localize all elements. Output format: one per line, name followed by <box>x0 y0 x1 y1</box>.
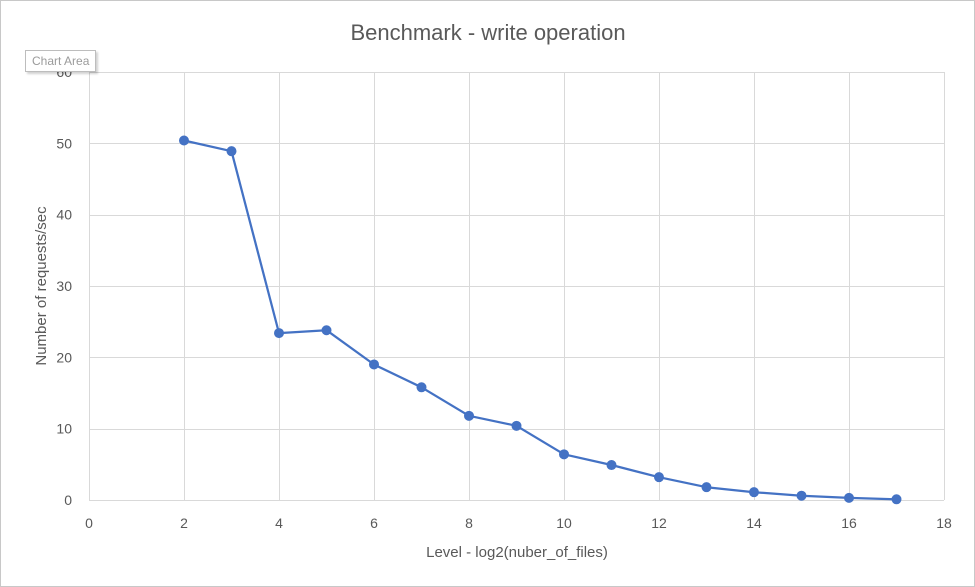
y-tick-label: 10 <box>56 421 72 437</box>
x-tick-label: 6 <box>370 515 378 531</box>
data-point[interactable] <box>416 382 427 393</box>
data-point[interactable] <box>891 494 902 505</box>
y-tick-label: 0 <box>64 492 72 508</box>
data-point[interactable] <box>654 472 664 483</box>
data-series[interactable] <box>179 135 902 505</box>
data-point[interactable] <box>749 487 759 498</box>
y-tick-label: 50 <box>56 135 72 151</box>
data-point[interactable] <box>559 449 569 460</box>
y-tick-label: 20 <box>56 349 72 365</box>
data-point[interactable] <box>796 490 807 501</box>
data-point[interactable] <box>274 328 284 339</box>
y-tick-label: 30 <box>56 278 72 294</box>
x-tick-label: 16 <box>841 515 857 531</box>
data-point[interactable] <box>179 135 189 146</box>
series-line[interactable] <box>183 139 897 501</box>
x-tick-label: 0 <box>85 515 93 531</box>
data-point[interactable] <box>321 325 332 336</box>
data-point[interactable] <box>464 410 474 421</box>
x-tick-label: 18 <box>936 515 952 531</box>
x-tick-label: 4 <box>275 515 283 531</box>
data-point[interactable] <box>844 492 854 503</box>
x-tick-label: 10 <box>556 515 572 531</box>
x-axis-title[interactable]: Level - log2(nuber_of_files) <box>426 544 608 561</box>
x-tick-label: 12 <box>651 515 667 531</box>
x-tick-label: 14 <box>746 515 762 531</box>
data-point[interactable] <box>701 482 712 493</box>
data-point[interactable] <box>226 146 237 157</box>
x-tick-label: 2 <box>180 515 188 531</box>
y-tick-label: 40 <box>56 207 72 223</box>
chart-area-tooltip: Chart Area <box>25 50 97 72</box>
chart-title[interactable]: Benchmark - write operation <box>350 20 625 45</box>
gridlines <box>89 72 945 501</box>
y-axis-title[interactable]: Number of requests/sec <box>33 206 50 366</box>
data-point[interactable] <box>606 460 617 471</box>
x-axis-tick-labels: 0 2 4 6 8 10 12 14 16 18 <box>85 515 952 531</box>
data-point[interactable] <box>369 359 379 370</box>
x-tick-label: 8 <box>465 515 473 531</box>
data-point[interactable] <box>511 420 522 431</box>
